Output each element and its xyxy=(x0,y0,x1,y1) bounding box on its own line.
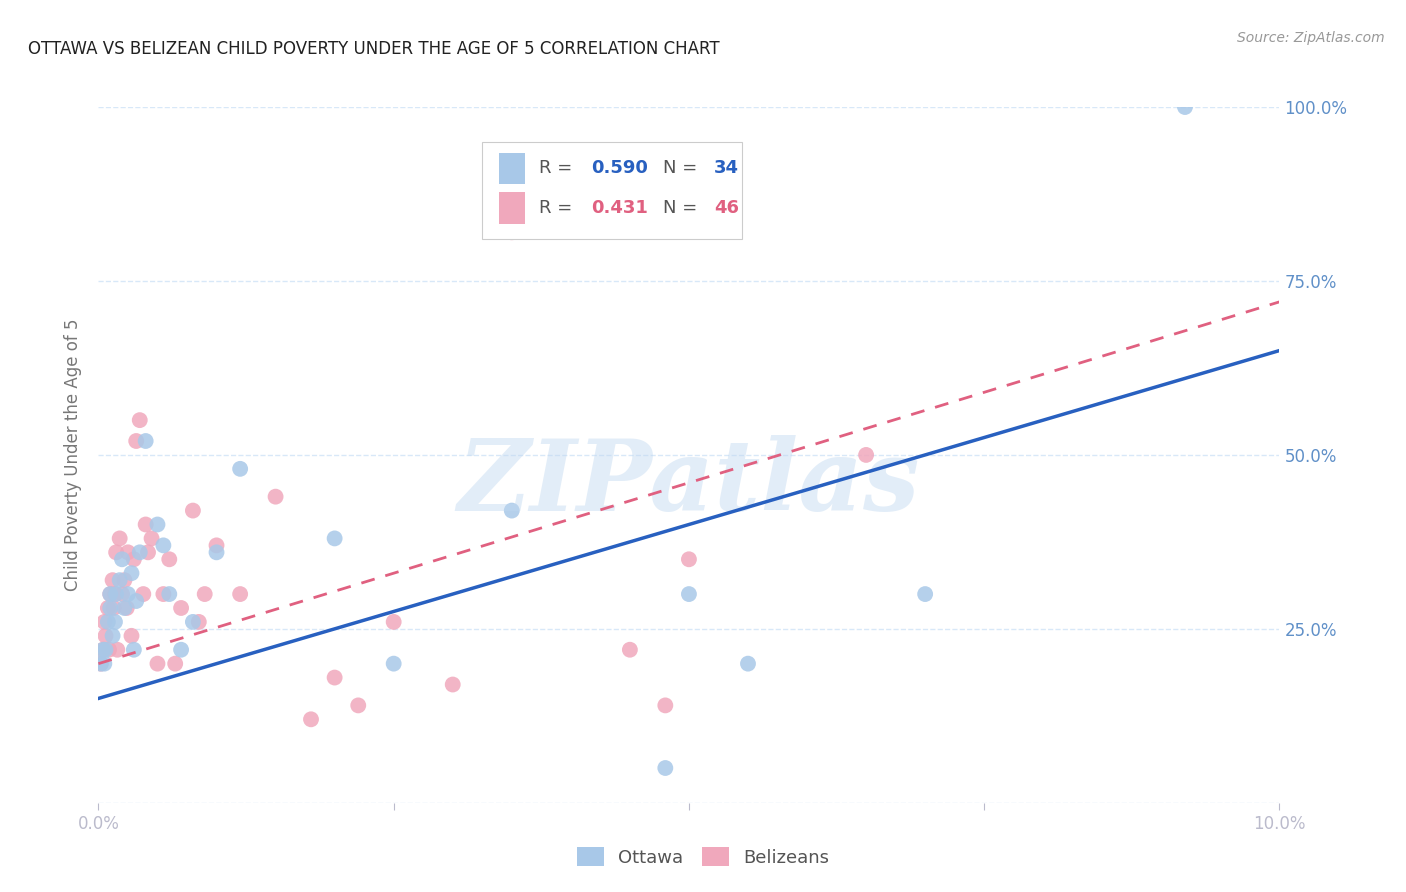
Point xyxy=(654,761,676,775)
Text: R =: R = xyxy=(538,199,578,217)
Point xyxy=(181,615,204,629)
Point xyxy=(146,657,169,671)
Point xyxy=(1174,100,1197,114)
Point xyxy=(229,462,252,476)
Point xyxy=(104,615,127,629)
Text: 0.590: 0.590 xyxy=(591,160,648,178)
Point xyxy=(382,615,405,629)
Point xyxy=(737,657,759,671)
Point xyxy=(146,517,169,532)
Point xyxy=(152,538,174,552)
Text: R =: R = xyxy=(538,160,578,178)
Point xyxy=(122,642,145,657)
Point xyxy=(347,698,370,713)
Point xyxy=(678,552,700,566)
Point xyxy=(90,657,112,671)
Point xyxy=(121,566,143,581)
Text: N =: N = xyxy=(664,160,703,178)
Point xyxy=(205,538,228,552)
Point xyxy=(101,629,124,643)
Point xyxy=(654,698,676,713)
Point xyxy=(122,552,145,566)
Legend: Ottawa, Belizeans: Ottawa, Belizeans xyxy=(569,840,837,874)
Point xyxy=(105,545,128,559)
Point xyxy=(229,587,252,601)
Point xyxy=(165,657,187,671)
Point xyxy=(97,615,120,629)
Point xyxy=(170,601,193,615)
Point xyxy=(98,642,121,657)
Text: 46: 46 xyxy=(714,199,738,217)
Point xyxy=(108,532,131,546)
Point xyxy=(91,642,114,657)
Point xyxy=(132,587,155,601)
Point xyxy=(121,629,143,643)
Point xyxy=(125,594,148,608)
Point xyxy=(441,677,464,691)
Point xyxy=(105,587,128,601)
Point xyxy=(98,587,121,601)
Point xyxy=(170,642,193,657)
Point xyxy=(152,587,174,601)
Point xyxy=(98,601,121,615)
Point xyxy=(382,657,405,671)
Point xyxy=(194,587,217,601)
Point xyxy=(323,671,346,685)
Text: Source: ZipAtlas.com: Source: ZipAtlas.com xyxy=(1237,31,1385,45)
Point xyxy=(181,503,204,517)
Point xyxy=(98,587,121,601)
Point xyxy=(855,448,877,462)
Point xyxy=(101,573,124,587)
Point xyxy=(501,225,523,239)
Point xyxy=(111,587,134,601)
Point xyxy=(97,601,120,615)
Bar xyxy=(499,153,524,184)
Point xyxy=(128,413,150,427)
Point xyxy=(94,629,117,643)
Text: N =: N = xyxy=(664,199,703,217)
Point xyxy=(914,587,936,601)
Point xyxy=(205,545,228,559)
Point xyxy=(112,601,135,615)
Point xyxy=(104,587,127,601)
Point xyxy=(619,642,641,657)
Y-axis label: Child Poverty Under the Age of 5: Child Poverty Under the Age of 5 xyxy=(65,318,83,591)
Point xyxy=(117,545,139,559)
Point xyxy=(125,434,148,448)
Point xyxy=(103,601,125,615)
Point xyxy=(111,552,134,566)
Point xyxy=(264,490,287,504)
Point xyxy=(136,545,159,559)
Point xyxy=(128,545,150,559)
Point xyxy=(91,642,114,657)
Point xyxy=(323,532,346,546)
Point xyxy=(93,615,115,629)
Point xyxy=(108,573,131,587)
Point xyxy=(157,587,180,601)
Point xyxy=(678,587,700,601)
Point xyxy=(135,517,157,532)
Point xyxy=(112,573,135,587)
Point xyxy=(187,615,209,629)
Point xyxy=(93,657,115,671)
Point xyxy=(105,642,128,657)
FancyBboxPatch shape xyxy=(482,142,742,239)
Text: ZIPatlas: ZIPatlas xyxy=(458,434,920,531)
Point xyxy=(141,532,163,546)
Bar xyxy=(499,193,524,224)
Point xyxy=(299,712,322,726)
Point xyxy=(501,503,523,517)
Point xyxy=(135,434,157,448)
Text: OTTAWA VS BELIZEAN CHILD POVERTY UNDER THE AGE OF 5 CORRELATION CHART: OTTAWA VS BELIZEAN CHILD POVERTY UNDER T… xyxy=(28,40,720,58)
Point xyxy=(117,587,139,601)
Point xyxy=(115,601,138,615)
Point xyxy=(94,642,117,657)
Point xyxy=(90,657,112,671)
Text: 0.431: 0.431 xyxy=(591,199,648,217)
Text: 34: 34 xyxy=(714,160,738,178)
Point xyxy=(157,552,180,566)
